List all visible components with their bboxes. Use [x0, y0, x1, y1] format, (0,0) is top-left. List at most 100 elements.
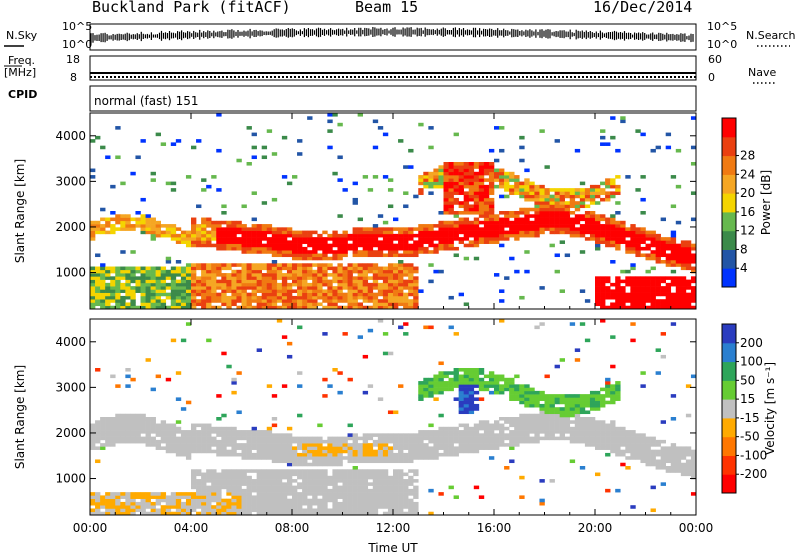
heatmap-cell: [504, 217, 510, 222]
heatmap-cell: [640, 446, 646, 450]
heatmap-cell: [251, 250, 257, 254]
heatmap-cell: [382, 246, 389, 251]
heatmap-cell: [236, 246, 242, 251]
heatmap-cell: [347, 436, 353, 441]
heatmap-cell: [448, 377, 454, 382]
heatmap-cell: [448, 227, 454, 231]
heatmap-cell: [690, 466, 697, 470]
heatmap-cell: [569, 433, 576, 437]
heatmap-cell: [342, 495, 348, 499]
heatmap-cell: [438, 387, 444, 392]
heatmap-cell: [433, 184, 439, 189]
heatmap-cell: [241, 302, 247, 307]
heatmap-cell: [95, 426, 101, 431]
heatmap-cell: [302, 501, 308, 506]
heatmap-cell: [221, 243, 227, 248]
heatmap-cell: [584, 299, 591, 303]
heatmap-cell: [615, 286, 621, 290]
heatmap-cell: [135, 155, 141, 160]
heatmap-cell: [150, 178, 156, 182]
heatmap-cell: [115, 273, 121, 277]
heatmap-cell: [196, 263, 202, 267]
heatmap-cell: [418, 181, 424, 186]
heatmap-cell: [367, 511, 374, 516]
heatmap-cell: [286, 227, 293, 231]
heatmap-cell: [690, 289, 697, 293]
heatmap-cell: [266, 495, 273, 499]
heatmap-cell: [403, 456, 409, 460]
heatmap-cell: [539, 220, 545, 225]
heatmap-cell: [286, 289, 293, 293]
heatmap-cell: [271, 469, 278, 473]
heatmap-cell: [307, 295, 313, 300]
heatmap-cell: [509, 211, 515, 215]
heatmap-cell: [645, 279, 651, 284]
heatmap-cell: [165, 495, 172, 499]
heatmap-cell: [352, 295, 358, 300]
heatmap-cell: [332, 292, 338, 297]
heatmap-cell: [377, 253, 384, 258]
heatmap-cell: [367, 295, 374, 300]
heatmap-cell: [539, 397, 545, 401]
heatmap-cell: [175, 240, 182, 244]
heatmap-cell: [403, 498, 409, 503]
heatmap-cell: [534, 420, 540, 424]
heatmap-cell: [387, 456, 394, 460]
heatmap-cell: [393, 439, 399, 444]
heatmap-cell: [226, 227, 232, 231]
heatmap-cell: [256, 230, 262, 235]
heatmap-cell: [403, 269, 409, 274]
heatmap-cell: [251, 273, 257, 277]
heatmap-cell: [600, 188, 606, 192]
heatmap-cell: [256, 273, 262, 277]
heatmap-cell: [145, 498, 151, 503]
heatmap-cell: [196, 292, 202, 297]
heatmap-cell: [382, 230, 389, 235]
heatmap-cell: [297, 266, 303, 271]
heatmap-cell: [206, 273, 212, 277]
heatmap-cell: [256, 443, 262, 447]
heatmap-cell: [393, 237, 399, 241]
heatmap-cell: [266, 302, 273, 307]
heatmap-cell: [387, 295, 394, 300]
heatmap-cell: [201, 243, 207, 248]
heatmap-cell: [625, 276, 631, 280]
heatmap-cell: [458, 240, 464, 244]
heatmap-cell: [418, 394, 424, 398]
heatmap-cell: [206, 498, 212, 503]
heatmap-cell: [600, 230, 606, 235]
heatmap-cell: [266, 305, 273, 310]
heatmap-cell: [206, 266, 212, 271]
heatmap-cell: [327, 508, 333, 513]
heatmap-cell: [281, 292, 288, 297]
heatmap-cell: [504, 211, 510, 215]
heatmap-cell: [499, 243, 505, 248]
heatmap-cell: [251, 505, 257, 509]
heatmap-cell: [216, 430, 222, 434]
heatmap-cell: [448, 204, 454, 209]
heatmap-cell: [312, 479, 318, 483]
heatmap-cell: [569, 403, 576, 408]
heatmap-cell: [322, 508, 328, 513]
heatmap-cell: [509, 381, 515, 385]
heatmap-cell: [352, 279, 358, 284]
heatmap-cell: [367, 246, 374, 251]
heatmap-cell: [367, 488, 374, 493]
heatmap-cell: [539, 420, 545, 424]
heatmap-cell: [105, 436, 111, 441]
heatmap-cell: [226, 246, 232, 251]
heatmap-cell: [438, 246, 444, 251]
heatmap-cell: [342, 295, 348, 300]
heatmap-cell: [398, 472, 404, 477]
heatmap-cell: [165, 505, 172, 509]
heatmap-cell: [100, 145, 106, 150]
heatmap-cell: [509, 377, 515, 382]
heatmap-cell: [620, 116, 626, 120]
heatmap-cell: [448, 188, 454, 192]
heatmap-cell: [519, 439, 525, 444]
heatmap-cell: [271, 475, 278, 480]
heatmap-cell: [347, 449, 353, 454]
heatmap-cell: [559, 201, 565, 205]
heatmap-cell: [529, 191, 535, 195]
heatmap-cell: [302, 436, 308, 441]
